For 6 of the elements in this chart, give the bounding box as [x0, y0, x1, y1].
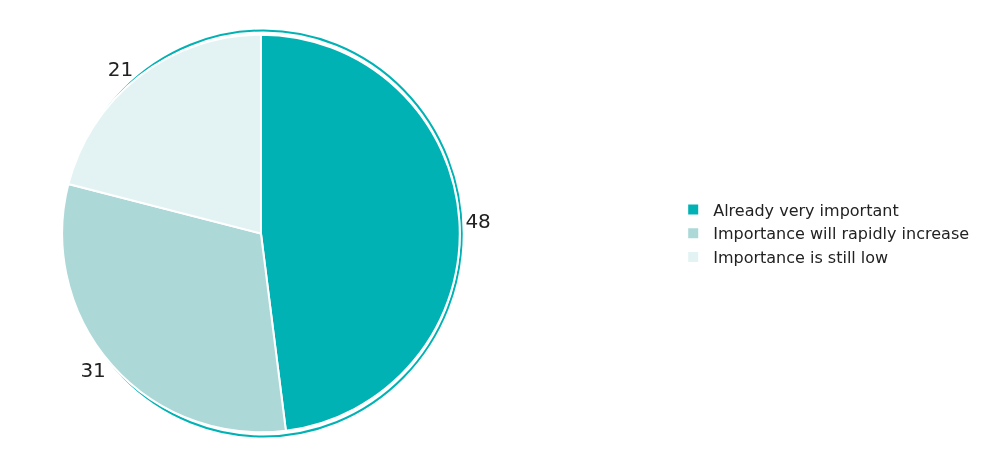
legend-label: Already very important: [713, 200, 899, 220]
data-label: 31: [80, 358, 106, 383]
data-label: 21: [107, 56, 134, 81]
legend-label: Importance is still low: [713, 248, 889, 268]
data-label: 48: [465, 208, 491, 233]
legend-label: Importance will rapidly increase: [713, 224, 970, 244]
